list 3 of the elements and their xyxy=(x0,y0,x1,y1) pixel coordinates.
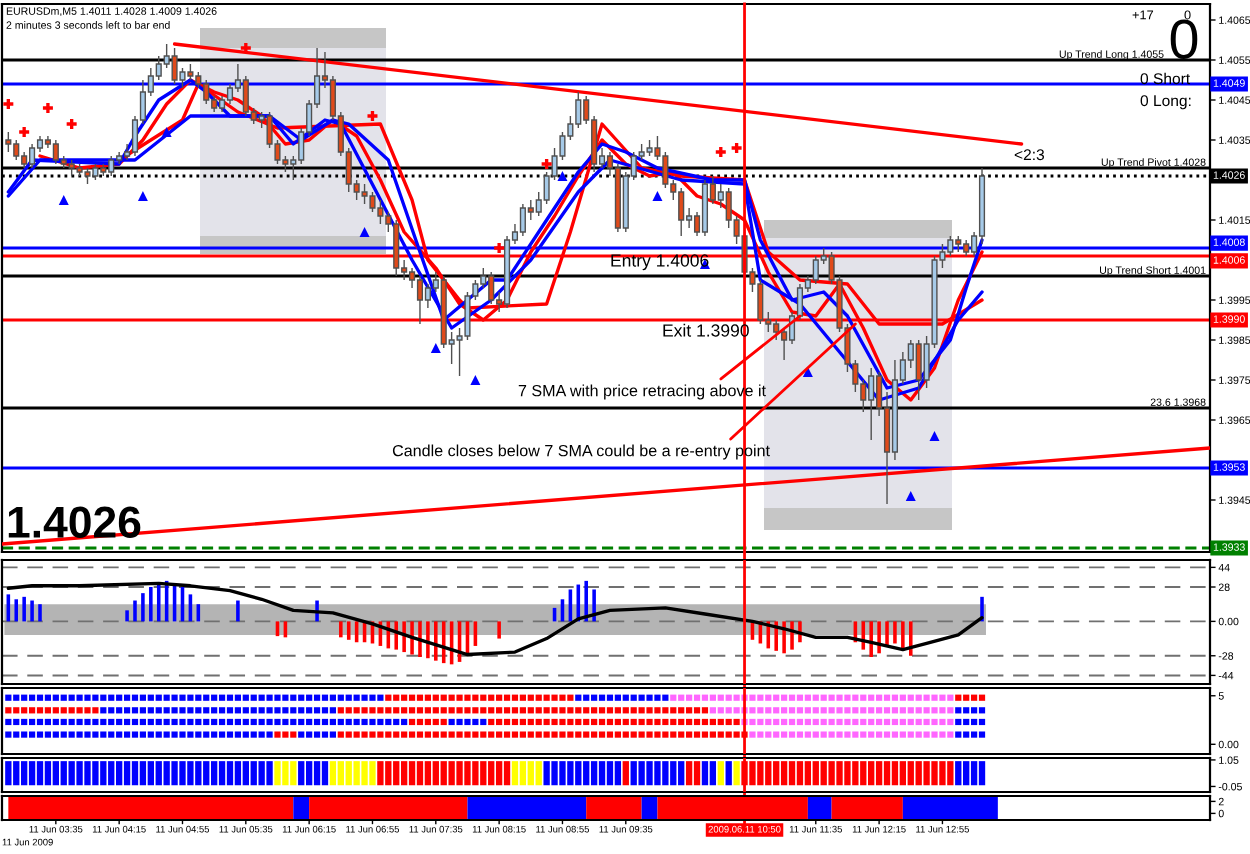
annotation: 0 xyxy=(1170,19,1198,59)
annotation: 1.4026 xyxy=(8,506,141,538)
annotation: Entry 1.4006 xyxy=(611,254,709,271)
